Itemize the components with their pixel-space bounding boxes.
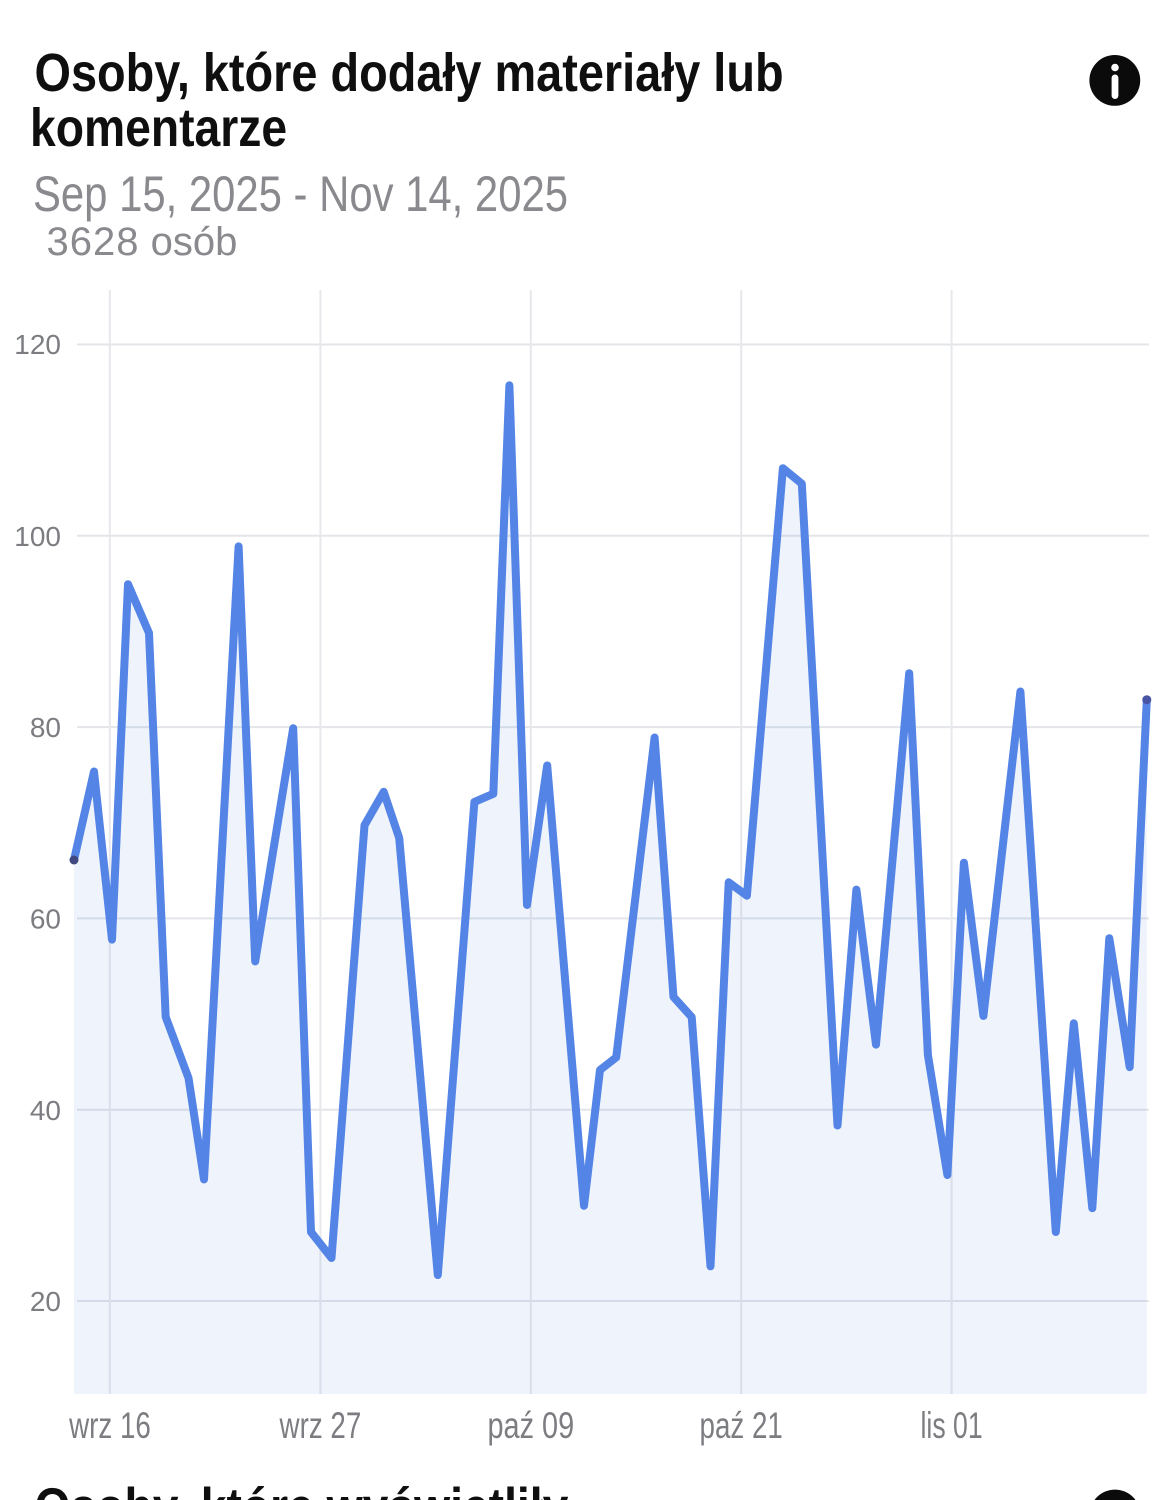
svg-text:80: 80 — [30, 712, 61, 743]
svg-text:paź 09: paź 09 — [487, 1406, 574, 1447]
svg-text:wrz 27: wrz 27 — [279, 1404, 362, 1446]
svg-text:paź 21: paź 21 — [700, 1404, 783, 1446]
svg-text:120: 120 — [14, 329, 61, 360]
svg-text:20: 20 — [30, 1286, 61, 1317]
svg-text:100: 100 — [14, 521, 61, 552]
svg-text:60: 60 — [30, 904, 61, 935]
svg-text:Osoby, które dodały materiały: Osoby, które dodały materiały lub — [35, 42, 784, 103]
svg-text:Sep 15, 2025 - Nov 14, 2025: Sep 15, 2025 - Nov 14, 2025 — [33, 165, 568, 221]
svg-text:lis 01: lis 01 — [921, 1405, 983, 1446]
svg-text:Osoby, które wyświetliły: Osoby, które wyświetliły — [35, 1476, 569, 1500]
svg-text:wrz 16: wrz 16 — [68, 1404, 151, 1446]
svg-text:3628 osób: 3628 osób — [47, 220, 238, 264]
svg-text:40: 40 — [30, 1095, 61, 1126]
svg-text:komentarze: komentarze — [30, 97, 287, 158]
